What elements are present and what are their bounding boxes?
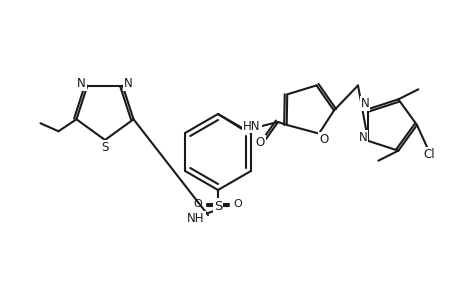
Text: O: O xyxy=(193,199,202,209)
Text: N: N xyxy=(360,97,369,110)
Text: O: O xyxy=(319,133,328,146)
Text: O: O xyxy=(233,199,242,209)
Text: Cl: Cl xyxy=(422,148,434,160)
Text: N: N xyxy=(124,77,133,90)
Text: N: N xyxy=(77,77,85,90)
Text: S: S xyxy=(213,200,222,212)
Text: S: S xyxy=(101,140,108,154)
Text: N: N xyxy=(358,131,367,144)
Text: O: O xyxy=(255,136,264,148)
Text: NH: NH xyxy=(187,212,204,224)
Text: HN: HN xyxy=(243,119,260,133)
